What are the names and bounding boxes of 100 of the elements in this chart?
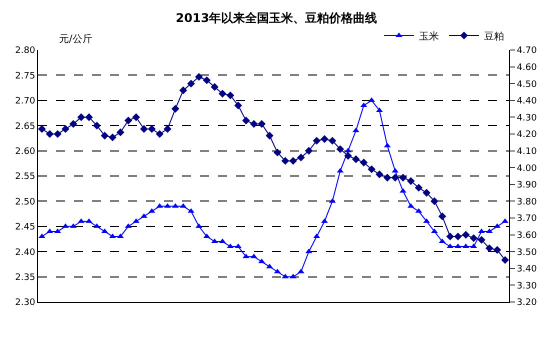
point — [446, 232, 454, 240]
point — [202, 76, 211, 84]
point — [210, 83, 219, 91]
y2-tick-label: 4.60 — [516, 62, 538, 73]
legend-label: 玉米 — [419, 30, 439, 42]
point — [140, 213, 148, 218]
point — [187, 80, 195, 88]
y-tick-label: 2.40 — [15, 248, 36, 258]
point — [360, 158, 368, 166]
y-tick-label: 2.50 — [15, 197, 36, 208]
point — [297, 154, 305, 162]
point — [376, 107, 383, 112]
point — [321, 218, 328, 223]
y-tick-label: 2.35 — [15, 272, 36, 283]
y-tick-label: 2.55 — [15, 172, 36, 182]
point — [304, 146, 313, 155]
point — [179, 86, 188, 94]
point — [132, 113, 140, 122]
point — [352, 155, 360, 164]
y2-tick-label: 3.90 — [516, 180, 538, 191]
point — [46, 130, 54, 138]
y2-tick-label: 3.80 — [516, 197, 538, 208]
point — [242, 254, 250, 258]
y2-tick-label: 4.10 — [516, 146, 538, 157]
point — [493, 246, 502, 254]
point — [281, 156, 290, 165]
point — [62, 223, 69, 228]
point — [38, 125, 46, 133]
point — [312, 136, 321, 145]
point — [54, 130, 62, 138]
point — [274, 148, 282, 156]
point — [69, 120, 78, 128]
y-tick-label: 2.80 — [15, 46, 36, 56]
point — [478, 236, 486, 244]
y-tick-label: 2.75 — [15, 71, 36, 82]
y-tick-label: 2.30 — [15, 298, 36, 308]
point — [148, 125, 156, 133]
y2-tick-label: 4.40 — [516, 96, 538, 107]
point — [454, 232, 462, 240]
point — [77, 113, 86, 122]
point — [430, 197, 438, 206]
point — [92, 122, 101, 130]
point — [116, 128, 124, 136]
point — [478, 228, 485, 233]
point — [100, 132, 109, 140]
point — [124, 116, 132, 124]
y-tick-label: 2.60 — [15, 146, 36, 157]
point — [250, 120, 258, 128]
point — [376, 170, 384, 178]
point — [368, 165, 376, 174]
point — [298, 268, 304, 274]
point — [289, 156, 298, 165]
point — [195, 72, 203, 81]
y2-tick-label: 4.20 — [516, 130, 538, 140]
y2-tick-label: 3.40 — [516, 264, 538, 275]
y2-tick-label: 3.20 — [516, 298, 538, 308]
y2-tick-label: 3.30 — [516, 281, 538, 292]
point — [62, 125, 70, 133]
y2-tick-label: 4.50 — [516, 80, 538, 90]
point — [108, 133, 116, 142]
point — [414, 184, 423, 192]
y-tick-label: 2.65 — [15, 122, 36, 132]
point — [156, 130, 164, 138]
point — [320, 135, 328, 143]
y-axis-title: 元/公斤 — [59, 33, 92, 45]
y2-tick-label: 4.30 — [516, 113, 538, 124]
point — [399, 174, 407, 182]
chart-title: 2013年以来全国玉米、豆粕价格曲线 — [176, 11, 378, 26]
point — [470, 234, 478, 242]
y-tick-label: 2.45 — [15, 222, 36, 233]
point — [400, 188, 406, 193]
y2-tick-label: 3.60 — [516, 230, 538, 241]
point — [140, 125, 148, 133]
point — [391, 174, 400, 182]
point — [266, 132, 274, 140]
point — [438, 212, 446, 220]
point — [462, 230, 470, 239]
point — [454, 244, 462, 248]
point — [328, 136, 336, 145]
point — [383, 174, 392, 182]
point — [422, 188, 430, 197]
point — [171, 104, 180, 113]
point — [501, 256, 509, 264]
point — [164, 203, 171, 208]
point — [336, 145, 344, 154]
point — [85, 113, 93, 122]
y2-tick-label: 4.00 — [516, 164, 538, 174]
point — [219, 238, 226, 244]
point — [218, 90, 226, 98]
point — [226, 91, 234, 100]
point — [164, 125, 172, 133]
y2-tick-label: 3.70 — [516, 214, 538, 224]
point — [344, 152, 352, 160]
point — [406, 177, 415, 185]
point — [258, 120, 266, 128]
y2-tick-label: 4.70 — [516, 46, 538, 56]
legend-label: 豆粕 — [484, 31, 504, 42]
y2-tick-label: 3.50 — [516, 248, 538, 258]
point — [485, 244, 494, 252]
point — [242, 116, 250, 124]
